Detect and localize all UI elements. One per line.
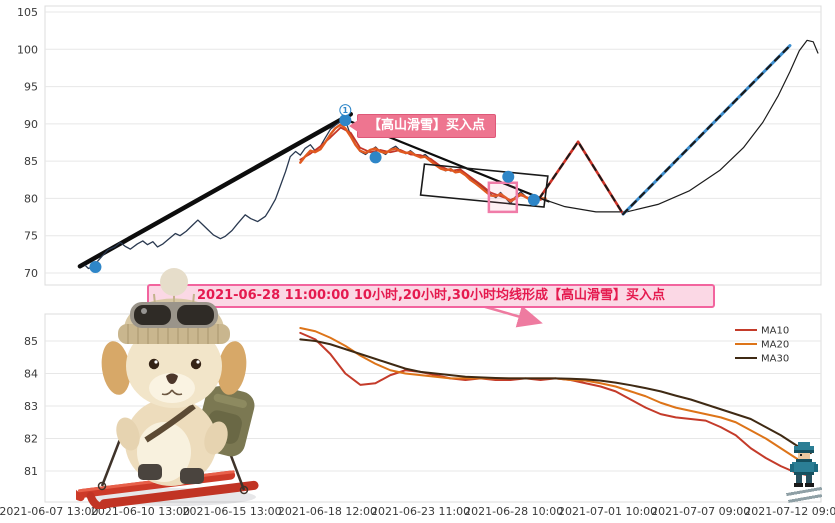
legend-label-MA30: MA30 — [761, 354, 789, 365]
event-marker-dot — [89, 261, 102, 274]
uptrend-line — [77, 111, 353, 269]
event-marker-dot — [339, 114, 352, 127]
y-tick-label: 85 — [24, 335, 38, 348]
x-tick-label: 2021-06-28 10:00 — [464, 505, 563, 518]
legend-label-MA10: MA10 — [761, 326, 789, 337]
series-zigzag-dash-overlay — [538, 140, 625, 216]
x-tick-label: 2021-06-15 13:00 — [182, 505, 281, 518]
series-projection-spline — [540, 39, 819, 213]
y-tick-label: 95 — [24, 81, 38, 94]
x-tick-label: 2021-07-12 09:00 — [744, 505, 835, 518]
y-tick-label: 82 — [24, 433, 38, 446]
y-tick-label: 85 — [24, 155, 38, 168]
y-tick-label: 70 — [24, 267, 38, 280]
series-ma-overlay-fast — [299, 126, 542, 201]
buy-point-label: 【高山滑雪】买入点 — [368, 118, 486, 133]
event-marker-dot — [502, 170, 515, 183]
y-tick-label: 84 — [24, 368, 38, 381]
event-marker-dot — [527, 193, 540, 206]
series-MA30 — [299, 338, 812, 455]
y-tick-label: 90 — [24, 118, 38, 131]
y-tick-label: 100 — [17, 43, 38, 56]
signal-banner: 2021-06-28 11:00:00 10小时,20小时,30小时均线形成【高… — [147, 284, 715, 308]
banner-pointer-arrow-icon — [481, 304, 543, 328]
legend-label-MA20: MA20 — [761, 340, 789, 351]
x-tick-label: 2021-07-01 10:00 — [558, 505, 657, 518]
marker-badge-number: 1 — [343, 106, 349, 115]
x-tick-label: 2021-06-23 11:00 — [371, 505, 470, 518]
event-marker-dot — [369, 151, 382, 164]
panel-frame — [44, 5, 822, 286]
skiing-dog-illustration — [76, 268, 259, 509]
dog-head — [101, 324, 247, 408]
y-tick-label: 80 — [24, 192, 38, 205]
dog-nose — [166, 373, 178, 384]
dog-body — [116, 398, 228, 486]
beanie-pompom — [160, 268, 188, 296]
buy-point-callout: 【高山滑雪】买入点 — [349, 114, 497, 138]
x-tick-label: 2021-07-07 09:00 — [651, 505, 750, 518]
dog-goggles — [130, 302, 218, 328]
y-tick-label: 75 — [24, 230, 38, 243]
pixel-skier-sprite — [786, 442, 822, 503]
marker-badge — [339, 104, 352, 117]
y-tick-label: 105 — [17, 6, 38, 19]
alert-box — [487, 181, 519, 214]
x-tick-label: 2021-06-18 12:00 — [278, 505, 377, 518]
x-tick-label: 2021-06-10 13:00 — [91, 505, 190, 518]
series-rise-dash-overlay — [622, 44, 792, 216]
x-tick-label: 2021-06-07 13:00 — [0, 505, 98, 518]
y-tick-label: 83 — [24, 400, 38, 413]
callout-left-arrow-icon — [349, 120, 358, 132]
series-ma-overlay — [299, 123, 547, 203]
y-tick-label: 81 — [24, 465, 38, 478]
